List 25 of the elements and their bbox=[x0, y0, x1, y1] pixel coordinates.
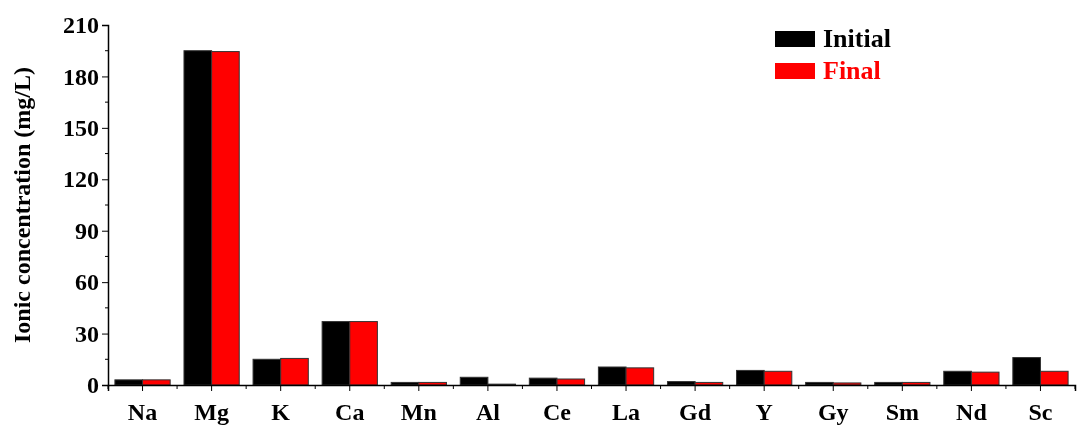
y-tick-label: 0 bbox=[87, 372, 99, 399]
x-tick-label: Mn bbox=[400, 399, 437, 426]
y-tick-label: 120 bbox=[63, 166, 99, 193]
legend-label: Final bbox=[823, 56, 881, 85]
x-tick-label: Sc bbox=[1028, 399, 1053, 426]
x-tick-label: Mg bbox=[194, 399, 229, 426]
y-tick-label: 30 bbox=[75, 320, 99, 347]
x-tick-label: K bbox=[271, 399, 291, 426]
y-tick-label: 210 bbox=[63, 12, 99, 39]
x-tick-label: Ca bbox=[335, 399, 365, 426]
x-tick-label: Na bbox=[127, 399, 158, 426]
x-tick-label: Gy bbox=[817, 399, 849, 426]
x-tick-label: Gd bbox=[679, 399, 712, 426]
x-tick-label: Y bbox=[755, 399, 773, 426]
y-axis-title: Ionic concentration (mg/L) bbox=[9, 67, 35, 343]
y-tick-label: 90 bbox=[75, 217, 99, 244]
x-tick-label: Ce bbox=[542, 399, 572, 426]
y-tick-label: 60 bbox=[75, 269, 99, 296]
x-tick-label: Nd bbox=[956, 399, 988, 426]
y-tick-label: 180 bbox=[63, 63, 99, 90]
y-tick-label: 150 bbox=[63, 115, 99, 142]
legend-label: Initial bbox=[823, 24, 891, 53]
x-tick-label: Sm bbox=[885, 399, 919, 426]
x-tick-label: Al bbox=[475, 399, 501, 426]
x-tick-label: La bbox=[612, 399, 641, 426]
